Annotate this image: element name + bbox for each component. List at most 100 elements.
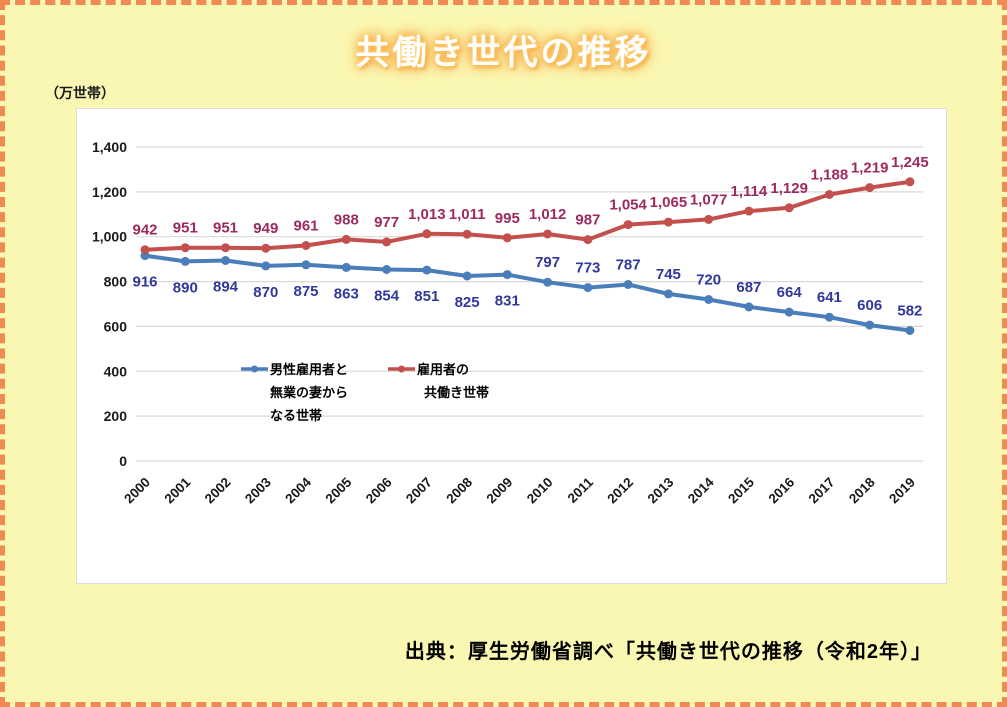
x-tick-label: 2002	[202, 475, 234, 507]
x-tick-label: 2004	[282, 474, 314, 506]
y-tick-label: 0	[119, 453, 127, 469]
data-point-marker	[382, 265, 392, 274]
data-label: 641	[817, 289, 842, 306]
data-point-marker	[502, 233, 512, 243]
x-tick-label: 2008	[443, 474, 475, 506]
data-label: 1,011	[449, 206, 486, 223]
data-label: 916	[132, 274, 157, 291]
data-label: 1,077	[690, 191, 728, 208]
data-point-marker	[663, 217, 673, 227]
data-point-marker	[583, 235, 593, 245]
data-label: 894	[213, 279, 239, 296]
data-point-marker	[261, 243, 271, 253]
data-label: 1,114	[731, 183, 768, 200]
data-point-marker	[905, 177, 915, 187]
x-tick-label: 2009	[484, 475, 516, 507]
data-point-marker	[744, 206, 754, 216]
data-point-marker	[140, 245, 150, 255]
legend-marker	[251, 365, 258, 373]
data-label: 863	[334, 285, 359, 302]
y-tick-label: 800	[104, 274, 128, 290]
data-point-marker	[502, 270, 512, 280]
x-tick-label: 2001	[162, 474, 194, 506]
x-tick-label: 2007	[403, 475, 435, 507]
data-point-marker	[865, 320, 875, 330]
x-tick-label: 2013	[645, 474, 677, 506]
data-point-marker	[583, 283, 593, 293]
data-point-marker	[422, 265, 432, 275]
data-point-marker	[462, 271, 472, 281]
x-tick-label: 2019	[886, 475, 918, 507]
data-point-marker	[623, 280, 633, 289]
x-tick-label: 2010	[524, 475, 556, 507]
data-label: 745	[656, 266, 681, 283]
y-tick-label: 200	[104, 408, 128, 424]
data-label: 1,219	[851, 160, 889, 177]
data-label: 1,012	[529, 206, 567, 223]
chart-panel: 0 200 400 600 800 1,000 1,200 1,400 2000 2001 2002…	[76, 108, 947, 584]
data-label: 961	[293, 218, 318, 235]
data-label: 831	[495, 293, 520, 310]
data-label: 582	[897, 303, 922, 320]
page-title: 共働き世代の推移	[355, 34, 652, 72]
data-label: 988	[334, 211, 359, 228]
data-label: 664	[777, 284, 803, 301]
data-label: 606	[857, 297, 882, 314]
data-label: 1,013	[408, 206, 446, 223]
x-tick-label: 2006	[363, 474, 395, 506]
data-point-marker	[382, 237, 392, 247]
data-label: 1,188	[811, 167, 849, 184]
x-tick-label: 2015	[725, 474, 757, 506]
y-axis-unit-label: （万世帯）	[45, 85, 115, 101]
data-point-marker	[905, 326, 915, 335]
legend-label: 共働き世帯	[424, 385, 489, 400]
data-label: 773	[575, 260, 600, 277]
legend-label: 無業の妻から	[270, 385, 348, 400]
y-tick-label: 1,200	[92, 184, 127, 200]
line-chart: 0 200 400 600 800 1,000 1,200 1,400 2000 2001 2002…	[92, 139, 929, 507]
x-tick-label: 2017	[806, 475, 838, 507]
x-tick-label: 2011	[565, 474, 597, 506]
data-label: 870	[253, 284, 278, 301]
data-label: 890	[173, 279, 198, 296]
data-point-marker	[784, 307, 794, 317]
data-label: 687	[736, 279, 761, 296]
series-line	[143, 253, 912, 333]
data-point-marker	[623, 220, 633, 230]
series-line	[143, 179, 912, 252]
data-label: 875	[293, 283, 318, 300]
data-label: 1,129	[770, 180, 808, 197]
data-point-marker	[341, 234, 351, 244]
data-point-marker	[865, 183, 875, 193]
data-point-marker	[301, 241, 311, 250]
data-point-marker	[744, 302, 754, 312]
source-caption: 出典：厚生労働省調べ「共働き世代の推移（令和2年）」	[404, 641, 932, 663]
data-label: 825	[455, 294, 480, 311]
data-label: 951	[173, 220, 198, 237]
data-label: 1,054	[609, 197, 647, 214]
data-point-marker	[824, 312, 834, 322]
x-tick-label: 2012	[604, 475, 636, 507]
y-tick-label: 400	[104, 363, 128, 379]
legend-marker	[398, 365, 405, 373]
data-label: 1,065	[650, 194, 688, 211]
data-label: 942	[132, 222, 157, 239]
x-tick-label: 2003	[242, 474, 274, 506]
data-point-marker	[180, 243, 190, 253]
legend-label: なる世帯	[270, 408, 322, 423]
x-tick-label: 2016	[765, 474, 797, 506]
data-point-marker	[301, 260, 311, 270]
data-point-marker	[261, 261, 271, 271]
data-label: 949	[253, 220, 278, 237]
x-tick-label: 2018	[846, 474, 878, 506]
data-label: 720	[696, 272, 721, 289]
data-label: 987	[575, 212, 600, 229]
data-point-marker	[704, 295, 714, 304]
data-label: 851	[414, 288, 439, 305]
data-point-marker	[180, 256, 190, 266]
x-tick-label: 2000	[121, 475, 153, 507]
legend-label: 雇用者の	[417, 362, 469, 377]
data-point-marker	[663, 289, 673, 299]
data-point-marker	[221, 256, 230, 265]
